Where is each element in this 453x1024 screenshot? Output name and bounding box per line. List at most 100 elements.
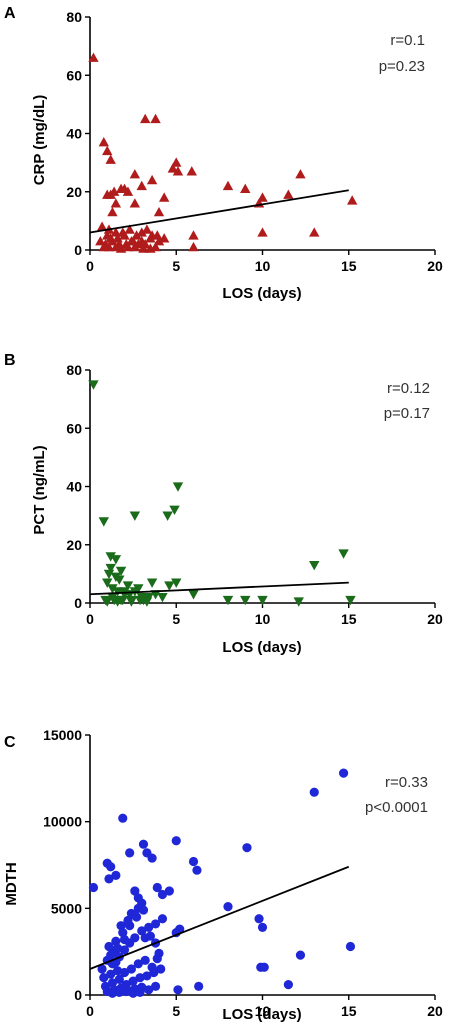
- data-point: [123, 915, 133, 926]
- data-point: [133, 959, 143, 969]
- data-point: [106, 862, 116, 872]
- data-point: [116, 921, 126, 931]
- r-value-label: r=0.33: [385, 774, 428, 791]
- x-tick-label: 0: [86, 611, 94, 627]
- data-point: [110, 198, 122, 208]
- x-tick-label: 5: [172, 1003, 180, 1019]
- p-value-label: p<0.0001: [365, 799, 428, 816]
- data-point: [142, 971, 152, 981]
- data-point: [153, 236, 165, 246]
- data-point: [119, 230, 130, 240]
- data-point: [222, 595, 234, 606]
- panel-c: C MDTH LOS (days) r=0.33 p<0.0001 0 5000 1…: [3, 727, 443, 1023]
- y-tick-label: 20: [66, 184, 82, 200]
- x-axis-title: LOS (days): [222, 285, 301, 302]
- data-point: [338, 768, 349, 778]
- data-point: [283, 189, 294, 199]
- data-point: [126, 236, 137, 246]
- data-point: [128, 988, 138, 998]
- data-point: [111, 936, 121, 946]
- x-tick-label: 5: [172, 258, 180, 274]
- x-tick-label: 15: [341, 611, 357, 627]
- data-point: [149, 967, 159, 978]
- data-point: [144, 922, 154, 933]
- data-point: [113, 943, 123, 953]
- data-point: [240, 595, 251, 606]
- data-point: [110, 572, 122, 582]
- y-axis-title: PCT (ng/mL): [31, 445, 48, 534]
- data-point: [110, 227, 122, 237]
- data-point: [98, 517, 109, 527]
- y-tick-label: 20: [66, 537, 82, 553]
- panel-letter: C: [4, 734, 16, 751]
- data-point: [140, 933, 150, 943]
- data-point: [223, 902, 233, 912]
- data-point: [254, 914, 264, 924]
- data-point: [102, 578, 113, 588]
- y-tick-label: 0: [74, 987, 82, 1003]
- x-tick-label: 20: [427, 258, 443, 274]
- data-point: [188, 241, 199, 252]
- data-point: [119, 967, 130, 978]
- data-point: [347, 195, 358, 205]
- data-point: [164, 581, 175, 591]
- regression-line: [89, 581, 349, 596]
- r-value-label: r=0.12: [387, 380, 430, 397]
- data-point: [157, 593, 168, 603]
- data-point: [137, 926, 147, 936]
- data-point: [119, 945, 130, 955]
- data-point: [129, 198, 141, 208]
- data-point: [152, 230, 163, 240]
- data-point: [150, 981, 161, 991]
- data-point: [141, 224, 153, 234]
- data-point: [126, 964, 136, 974]
- data-point: [97, 964, 107, 974]
- data-point: [137, 898, 147, 908]
- data-point: [192, 865, 202, 875]
- data-point: [188, 230, 199, 240]
- data-point: [140, 955, 150, 965]
- data-point: [309, 227, 320, 237]
- data-point: [102, 145, 113, 156]
- data-point: [107, 584, 118, 594]
- x-tick-label: 20: [427, 1003, 443, 1019]
- y-tick-label: 0: [74, 595, 82, 611]
- data-point: [150, 919, 161, 929]
- y-axis-title: MDTH: [3, 862, 20, 905]
- y-tick-label: 0: [74, 242, 82, 258]
- p-value-label: p=0.23: [379, 58, 425, 75]
- y-tick-label: 10000: [43, 814, 82, 830]
- data-point: [136, 180, 147, 191]
- data-point: [112, 597, 123, 607]
- data-point: [157, 914, 168, 924]
- data-point: [103, 569, 115, 580]
- panel-a: A CRP (mg/dL) LOS (days) r=0.1 p=0.23 0 2…: [4, 5, 443, 302]
- data-point: [119, 934, 130, 945]
- data-point: [129, 511, 141, 521]
- data-point: [167, 163, 178, 173]
- data-point: [102, 597, 113, 607]
- data-point: [135, 987, 145, 998]
- data-point: [114, 974, 124, 985]
- data-point: [135, 973, 145, 983]
- data-point: [150, 113, 161, 124]
- x-tick-label: 20: [427, 611, 443, 627]
- data-point: [146, 578, 158, 588]
- data-point: [104, 941, 114, 952]
- data-point: [115, 183, 127, 193]
- data-point: [88, 380, 99, 390]
- data-point: [309, 560, 320, 571]
- data-point: [122, 241, 134, 252]
- data-point: [129, 241, 141, 252]
- data-point: [124, 224, 135, 234]
- y-tick-label: 60: [66, 67, 82, 83]
- data-point: [257, 192, 268, 202]
- x-tick-label: 0: [86, 258, 94, 274]
- x-axis-title: LOS (days): [222, 1006, 301, 1023]
- data-point: [157, 889, 168, 900]
- data-point: [99, 973, 109, 983]
- data-point: [104, 874, 114, 884]
- data-point: [257, 227, 268, 237]
- data-point: [338, 549, 349, 559]
